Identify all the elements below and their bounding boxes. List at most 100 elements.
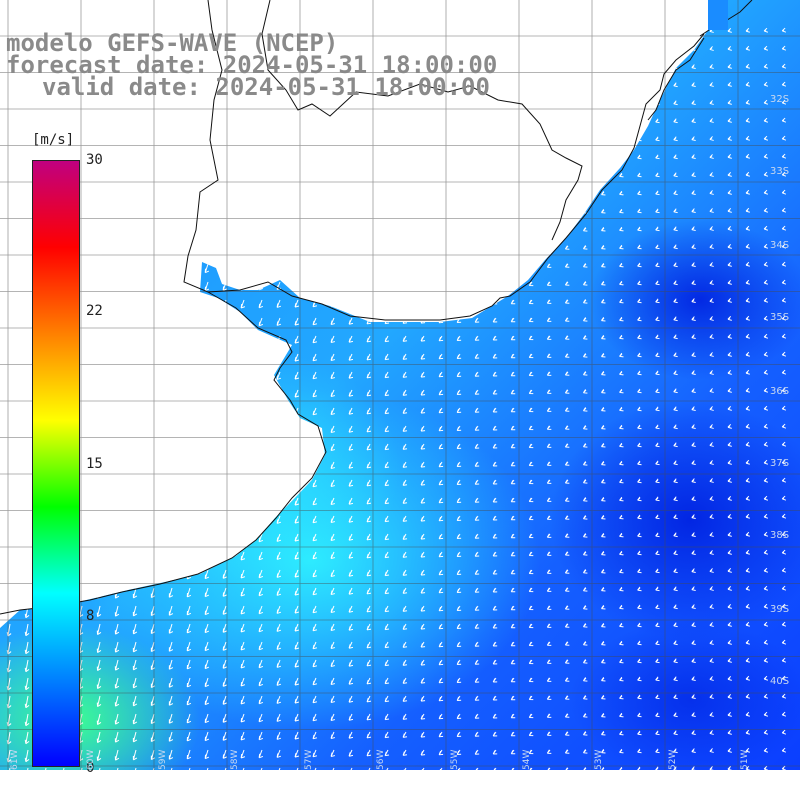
wind-arrow: [294, 317, 300, 326]
wind-arrow: [601, 533, 606, 538]
wind-arrow: [709, 496, 714, 501]
wind-arrow: [745, 261, 750, 267]
wind-arrow: [330, 479, 336, 488]
wind-arrow: [619, 658, 624, 664]
wind-arrow: [709, 226, 714, 231]
wind-arrow: [492, 443, 498, 449]
wind-arrow: [492, 569, 498, 575]
wind-arrow: [637, 532, 642, 538]
wind-arrow: [294, 569, 300, 578]
colorbar-tick-30: 30: [86, 152, 103, 168]
wind-arrow: [402, 425, 408, 432]
wind-arrow: [763, 567, 769, 573]
wind-arrow: [510, 659, 516, 665]
wind-arrow: [781, 333, 787, 339]
wind-arrow: [637, 388, 642, 394]
wind-arrow: [132, 641, 138, 653]
wind-arrow: [402, 479, 408, 486]
wind-arrow: [240, 677, 246, 687]
wind-arrow: [546, 677, 552, 682]
wind-arrow: [528, 641, 534, 647]
wind-arrow: [619, 298, 624, 304]
wind-arrow: [510, 767, 516, 770]
wind-arrow: [348, 641, 354, 649]
wind-arrow: [781, 81, 787, 87]
wind-arrow: [619, 226, 624, 232]
wind-arrow: [546, 497, 552, 502]
wind-arrow: [673, 532, 678, 538]
wind-arrow: [546, 605, 552, 610]
wind-arrow: [745, 657, 750, 663]
wind-arrow: [709, 568, 714, 573]
wind-arrow: [384, 713, 390, 721]
wind-arrow: [438, 335, 444, 342]
wind-arrow: [691, 208, 696, 213]
wind-arrow: [348, 533, 354, 541]
wind-arrow: [637, 208, 642, 214]
wind-arrow: [222, 641, 228, 651]
wind-arrow: [204, 263, 210, 274]
wind-arrow: [114, 605, 120, 617]
wind-arrow: [601, 461, 606, 466]
wind-arrow: [456, 677, 462, 684]
wind-arrow: [655, 334, 660, 340]
wind-arrow: [294, 605, 300, 614]
wind-arrow: [619, 748, 624, 754]
wind-arrow: [366, 407, 372, 415]
wind-arrow: [402, 695, 408, 702]
wind-arrow: [96, 767, 102, 770]
wind-arrow: [294, 623, 300, 632]
lon-label-53w: 53W: [594, 749, 604, 770]
wind-arrow: [582, 749, 588, 754]
wind-arrow: [655, 190, 660, 196]
wind-arrow: [96, 659, 102, 671]
wind-arrow: [745, 81, 750, 87]
wind-arrow: [348, 677, 354, 685]
wind-arrow: [438, 479, 444, 486]
wind-arrow: [763, 477, 769, 483]
wind-arrow: [655, 118, 660, 124]
wind-arrow: [637, 676, 642, 682]
wind-arrow: [366, 335, 372, 343]
wind-arrow: [763, 261, 769, 267]
wind-arrow: [240, 605, 246, 615]
wind-arrow: [474, 677, 480, 683]
wind-arrow: [24, 695, 30, 709]
wind-arrow: [222, 587, 228, 597]
wind-arrow: [294, 389, 300, 398]
wind-arrow: [366, 533, 372, 541]
wind-arrow: [204, 677, 210, 688]
wind-arrow: [294, 587, 300, 596]
wind-arrow: [186, 695, 192, 706]
wind-arrow: [510, 551, 516, 557]
wind-arrow: [420, 425, 426, 432]
wind-arrow: [564, 641, 570, 646]
wind-arrow: [601, 227, 606, 232]
wind-arrow: [601, 695, 606, 700]
wind-arrow: [582, 227, 588, 232]
wind-arrow: [781, 549, 787, 555]
wind-arrow: [384, 731, 390, 739]
lon-label-61w: 61W: [10, 749, 20, 770]
wind-arrow: [276, 659, 282, 668]
wind-arrow: [673, 172, 678, 178]
wind-arrow: [745, 495, 750, 501]
wind-arrow: [619, 460, 624, 466]
wind-arrow: [528, 335, 534, 341]
wind-arrow: [564, 335, 570, 340]
wind-arrow: [637, 298, 642, 304]
lon-label-60w: 60W: [86, 749, 96, 770]
wind-arrow: [528, 749, 534, 755]
wind-arrow: [276, 569, 282, 578]
wind-arrow: [330, 317, 336, 326]
wind-arrow: [727, 28, 732, 33]
wind-arrow: [348, 605, 354, 613]
wind-arrow: [384, 695, 390, 703]
wind-arrow: [691, 190, 696, 195]
wind-arrow: [456, 389, 462, 396]
wind-arrow: [150, 767, 156, 770]
wind-arrow: [691, 694, 696, 699]
wind-arrow: [528, 623, 534, 629]
lat-label-40s: 40S: [770, 676, 790, 687]
wind-arrow: [655, 748, 660, 754]
